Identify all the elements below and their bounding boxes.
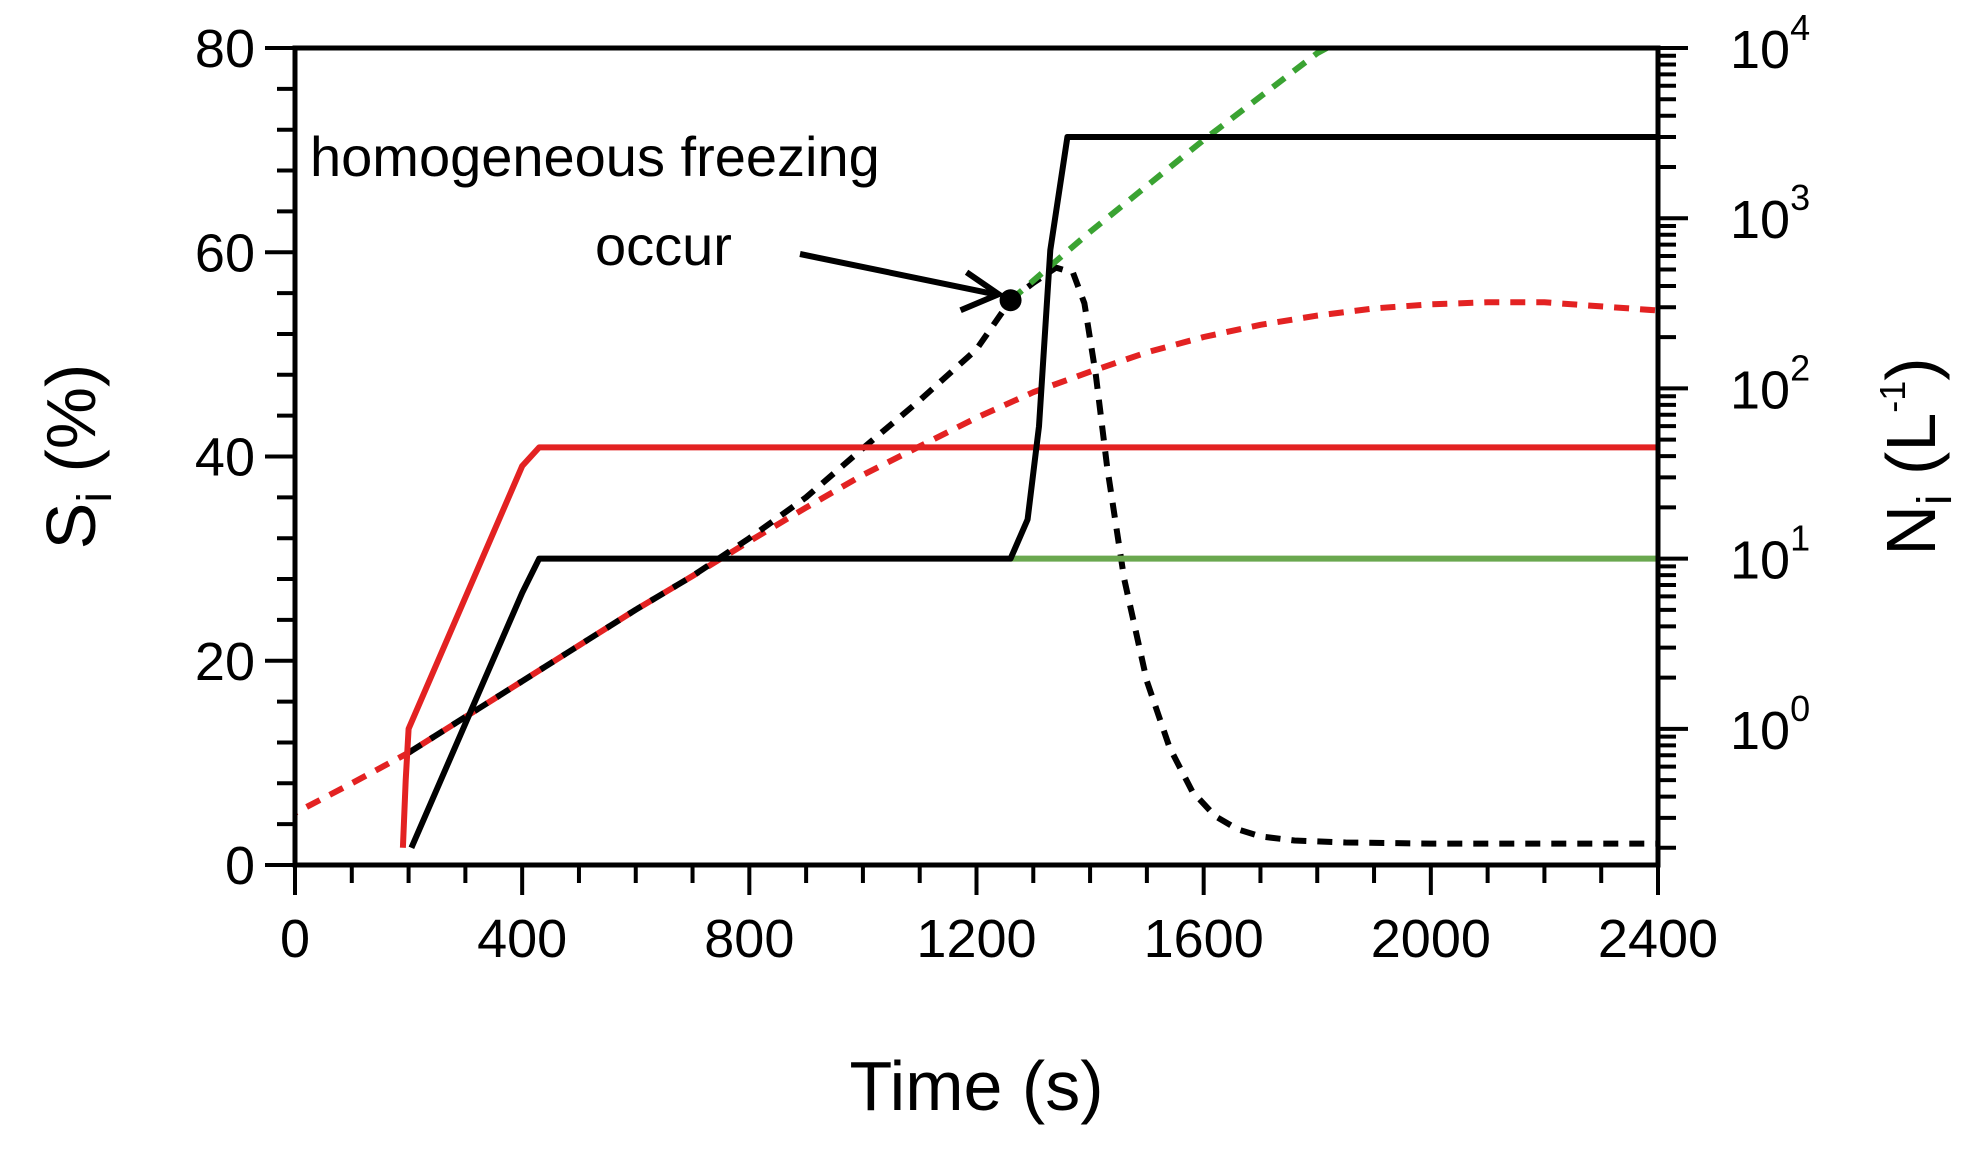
y-right-tick-label: 103 xyxy=(1730,177,1810,250)
y-right-axis-title: Ni (L-1) xyxy=(1872,357,1962,555)
annotation-line1: homogeneous freezing xyxy=(310,125,880,188)
annotation-line2: occur xyxy=(595,214,732,277)
y-right-tick-label: 101 xyxy=(1730,518,1810,591)
y-right-tick-label: 102 xyxy=(1730,347,1810,420)
annotation-arrowhead xyxy=(959,269,1005,314)
y-left-axis-title: Si (%) xyxy=(32,364,122,550)
x-tick-label: 800 xyxy=(704,909,794,969)
series-black-dashed-Si xyxy=(407,264,1658,847)
y-right-tick-label: 100 xyxy=(1730,688,1810,761)
x-tick-label: 1200 xyxy=(916,909,1036,969)
y-left-tick-label: 20 xyxy=(195,632,255,692)
x-tick-label: 400 xyxy=(477,909,567,969)
axes-layer xyxy=(265,45,1688,895)
x-axis-title: Time (s) xyxy=(849,1047,1103,1125)
x-tick-label: 2000 xyxy=(1371,909,1491,969)
y-left-tick-label: 60 xyxy=(195,223,255,283)
y-left-tick-label: 0 xyxy=(225,836,255,896)
text-layer: 0 400 800 1200 1600 2000 2400 0 20 40 60 80 100 101 10… xyxy=(32,7,1962,1125)
x-tick-label: 2400 xyxy=(1598,909,1718,969)
y-left-tick-label: 40 xyxy=(195,428,255,488)
annotation-background xyxy=(305,120,1045,194)
x-tick-label: 1600 xyxy=(1144,909,1264,969)
annotation-point-marker xyxy=(999,289,1022,312)
y-left-title-group: Si (%) xyxy=(32,364,122,550)
series-black-solid-Ni xyxy=(408,134,1658,849)
x-tick-label: 0 xyxy=(280,909,310,969)
y-right-title-group: Ni (L-1) xyxy=(1872,357,1962,555)
series-layer xyxy=(295,48,1658,849)
y-left-tick-label: 80 xyxy=(195,19,255,79)
series-red-solid-Ni xyxy=(399,444,1658,848)
y-right-tick-label: 104 xyxy=(1730,7,1810,80)
annotation-arrow-shaft xyxy=(799,251,996,298)
